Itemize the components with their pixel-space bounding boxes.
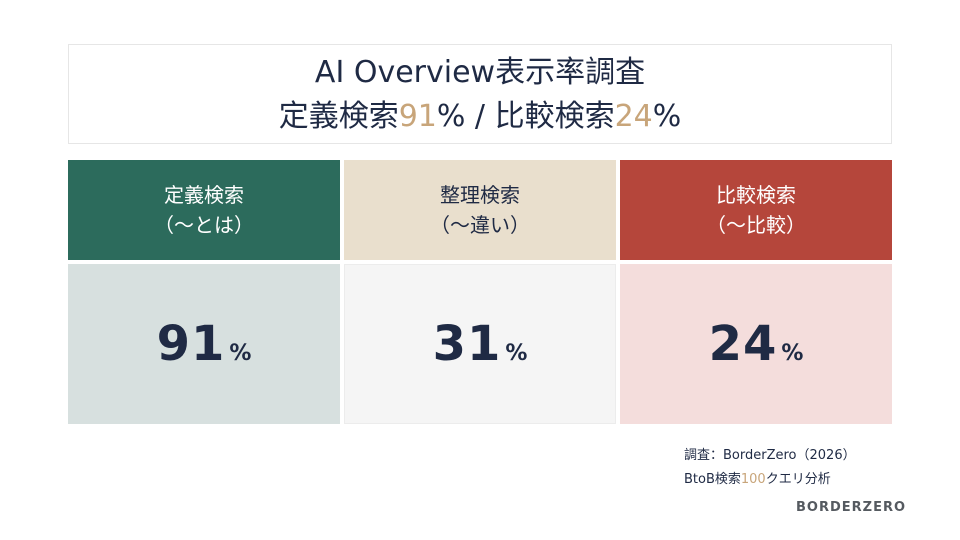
column-sublabel: （〜とは） — [154, 213, 254, 237]
percentage-unit: % — [505, 340, 528, 366]
column-definition: 定義検索 （〜とは） 91% — [68, 160, 340, 424]
comparison-grid: 定義検索 （〜とは） 91% 整理検索 （〜違い） 31% 比較検索 （〜比較）… — [68, 160, 892, 424]
subtitle-value-2: 24 — [614, 99, 653, 134]
source-suffix: クエリ分析 — [765, 472, 831, 487]
column-label: 定義検索 — [164, 183, 244, 207]
column-sublabel: （〜比較） — [706, 213, 806, 237]
column-header-definition: 定義検索 （〜とは） — [68, 160, 340, 260]
source-line-2: BtoB検索100クエリ分析 — [684, 468, 856, 492]
subtitle-text-2: % / 比較検索 — [436, 99, 615, 134]
column-label: 整理検索 — [440, 183, 520, 207]
title-box: AI Overview表示率調査 定義検索91% / 比較検索24% — [68, 44, 892, 144]
page-subtitle: 定義検索91% / 比較検索24% — [69, 97, 891, 137]
column-value-cell: 31% — [344, 264, 616, 424]
source-prefix: BtoB検索 — [684, 472, 741, 487]
source-count: 100 — [740, 472, 766, 487]
subtitle-text-3: % — [652, 99, 682, 134]
source-line-1: 調査：BorderZero（2026） — [684, 448, 856, 463]
percentage-unit: % — [781, 340, 804, 366]
source-note: 調査：BorderZero（2026） BtoB検索100クエリ分析 — [684, 444, 856, 492]
percentage-unit: % — [229, 340, 252, 366]
brand-logo: BORDERZERO — [796, 500, 907, 515]
column-comparison: 比較検索 （〜比較） 24% — [620, 160, 892, 424]
subtitle-text-1: 定義検索 — [278, 99, 399, 134]
page-title: AI Overview表示率調査 — [314, 55, 646, 90]
column-value-cell: 91% — [68, 264, 340, 424]
column-organize: 整理検索 （〜違い） 31% — [344, 160, 616, 424]
column-header-comparison: 比較検索 （〜比較） — [620, 160, 892, 260]
percentage-value: 24 — [708, 316, 778, 372]
column-header-organize: 整理検索 （〜違い） — [344, 160, 616, 260]
percentage-value: 31 — [432, 316, 502, 372]
percentage-value: 91 — [156, 316, 226, 372]
column-value-cell: 24% — [620, 264, 892, 424]
subtitle-value-1: 91 — [398, 99, 437, 134]
column-sublabel: （〜違い） — [430, 213, 530, 237]
column-label: 比較検索 — [716, 183, 796, 207]
